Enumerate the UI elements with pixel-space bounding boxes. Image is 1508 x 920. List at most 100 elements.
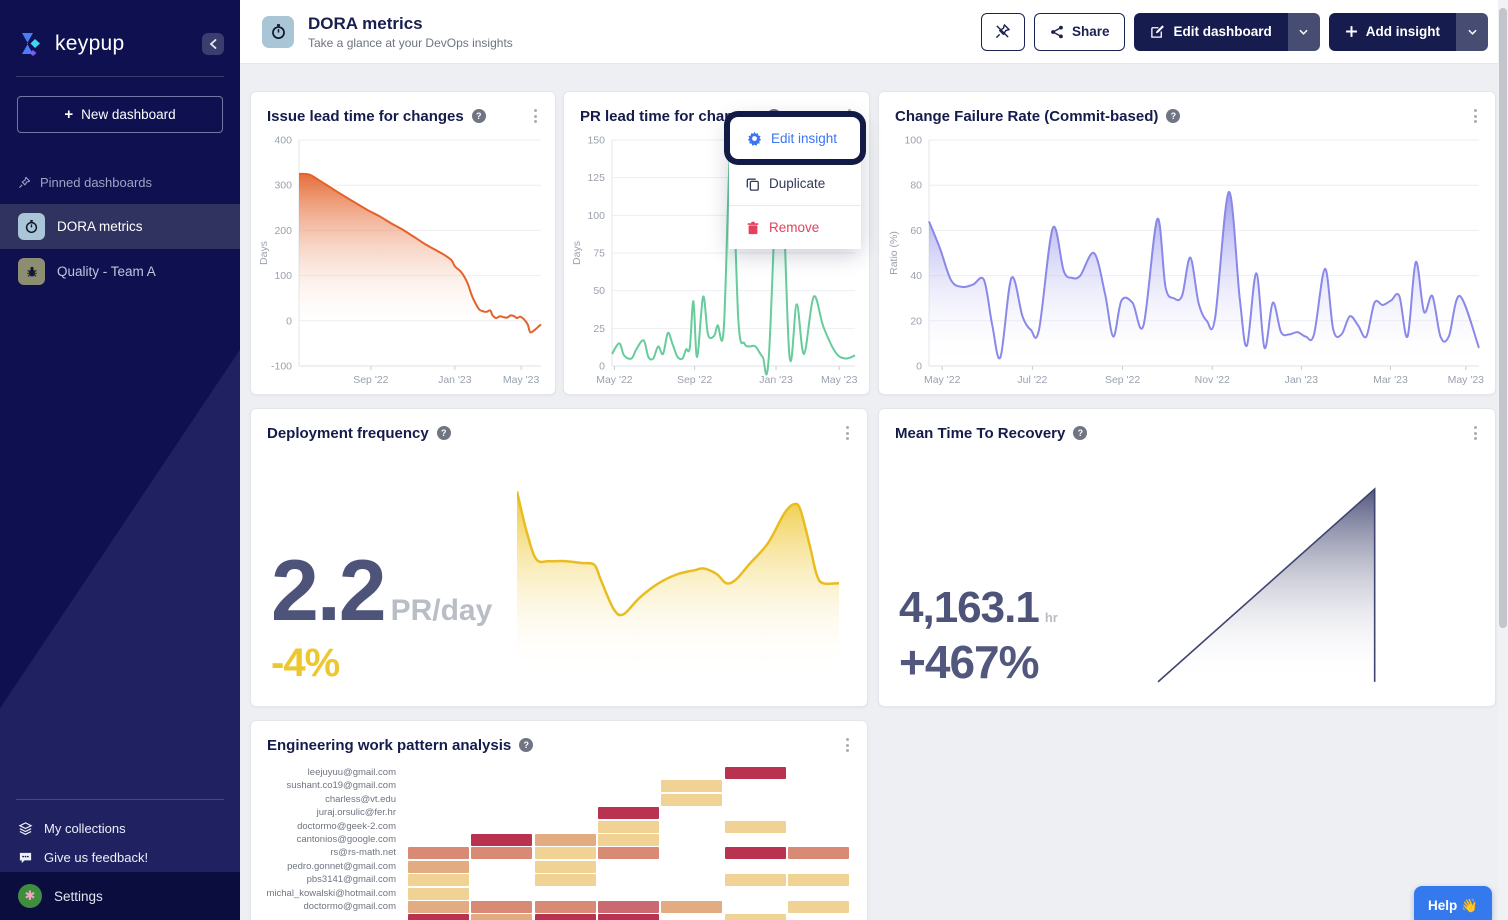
heatmap-row-label: leejuyuu@gmail.com	[307, 767, 396, 778]
heatmap-cell[interactable]	[408, 860, 469, 873]
heatmap-cell[interactable]	[534, 914, 596, 920]
help-icon[interactable]: ?	[1166, 109, 1181, 123]
heatmap-cell[interactable]	[597, 914, 659, 920]
heatmap-cell[interactable]	[534, 834, 596, 846]
menu-divider	[729, 161, 861, 162]
sidebar-item-my-collections[interactable]: My collections	[0, 814, 240, 843]
heatmap-cell[interactable]	[597, 820, 659, 833]
heatmap-cell[interactable]	[787, 874, 849, 887]
sidebar-item-quality-team-a[interactable]: Quality - Team A	[0, 249, 240, 294]
help-icon[interactable]: ?	[436, 426, 451, 440]
x-axis-tick-label: Sep '22	[353, 374, 388, 386]
pin-icon	[18, 176, 31, 189]
card-work-pattern: Engineering work pattern analysis ? leej…	[250, 720, 868, 920]
unpin-dashboard-button[interactable]	[980, 12, 1025, 51]
card-title: PR lead time for changes	[580, 107, 760, 125]
heatmap-cell[interactable]	[597, 901, 659, 913]
card-menu-kebab-icon[interactable]	[1468, 105, 1483, 127]
x-axis-tick-label: May '23	[1448, 374, 1485, 386]
sidebar: keypup + New dashboard Pinned dashboards…	[0, 0, 240, 920]
main-area: DORA metrics Take a glance at your DevOp…	[240, 0, 1508, 920]
heatmap-cell[interactable]	[724, 767, 786, 779]
heatmap-cell[interactable]	[408, 914, 469, 920]
scrollbar-thumb[interactable]	[1499, 8, 1507, 628]
y-axis-tick-label: 75	[593, 248, 605, 260]
page-scrollbar[interactable]	[1498, 0, 1508, 920]
heatmap-cell[interactable]	[724, 874, 786, 887]
kpi-value: 2.2	[271, 543, 387, 639]
sidebar-item-dora-metrics[interactable]: DORA metrics	[0, 204, 240, 249]
keypup-logo[interactable]: keypup	[18, 30, 125, 58]
card-change-failure-rate: Change Failure Rate (Commit-based) ? 100…	[878, 91, 1496, 395]
menu-item-remove[interactable]: Remove	[729, 206, 861, 249]
heatmap-cell[interactable]	[471, 847, 533, 860]
sidebar-settings[interactable]: ✱ Settings	[0, 872, 240, 920]
heatmap-row-label: pedro.gonnet@gmail.com	[287, 860, 396, 872]
heatmap-cell[interactable]	[534, 860, 596, 873]
heatmap-cell[interactable]	[661, 780, 723, 793]
y-axis-tick-label: 150	[587, 135, 605, 147]
heatmap-cell[interactable]	[471, 834, 533, 846]
share-button[interactable]: Share	[1033, 12, 1126, 51]
heatmap-cell[interactable]	[534, 901, 596, 913]
y-axis-tick-label: 60	[910, 225, 922, 237]
heatmap-cell[interactable]	[661, 901, 723, 913]
heatmap-cell[interactable]	[408, 887, 469, 900]
trash-icon	[746, 221, 760, 235]
new-dashboard-button[interactable]: + New dashboard	[17, 96, 223, 133]
heatmap-cell[interactable]	[471, 901, 533, 913]
pinned-dashboards-section-label: Pinned dashboards	[18, 175, 240, 190]
chat-icon	[18, 850, 33, 865]
help-button[interactable]: Help 👋	[1414, 886, 1492, 920]
add-insight-menu-caret[interactable]	[1456, 12, 1488, 51]
card-menu-kebab-icon[interactable]	[1468, 422, 1483, 444]
heatmap-cell[interactable]	[534, 874, 596, 887]
card-menu-kebab-icon[interactable]	[840, 422, 855, 444]
chevron-down-icon	[1467, 29, 1477, 35]
heatmap-row-label: pbs3141@gmail.com	[306, 874, 396, 886]
kpi-unit: PR/day	[390, 594, 493, 627]
heatmap-cell[interactable]	[724, 820, 786, 833]
help-icon[interactable]: ?	[471, 109, 486, 123]
add-insight-split-button: Add insight	[1328, 12, 1488, 51]
card-menu-kebab-icon[interactable]	[840, 734, 855, 756]
card-menu-kebab-icon[interactable]	[528, 105, 543, 127]
heatmap-cell[interactable]	[661, 793, 723, 806]
heatmap-cell[interactable]	[724, 914, 786, 920]
heatmap-cell[interactable]	[787, 847, 849, 860]
x-axis-tick-label: May '22	[596, 374, 633, 386]
heatmap-cell[interactable]	[471, 914, 533, 920]
heatmap-cell[interactable]	[597, 807, 659, 820]
heatmap-cell[interactable]	[724, 847, 786, 860]
stopwatch-icon	[18, 213, 45, 240]
heatmap-cell[interactable]	[408, 847, 469, 860]
heatmap-row-label: cantonios@google.com	[296, 834, 396, 845]
heatmap-cell[interactable]	[787, 901, 849, 913]
heatmap-cell[interactable]	[408, 874, 469, 887]
heatmap-cell[interactable]	[597, 847, 659, 860]
edit-dashboard-split-button: Edit dashboard	[1134, 12, 1320, 51]
y-axis-tick-label: 0	[916, 361, 922, 373]
x-axis-tick-label: Nov '22	[1195, 374, 1230, 386]
help-icon[interactable]: ?	[1073, 426, 1088, 440]
sidebar-item-give-feedback[interactable]: Give us feedback!	[0, 843, 240, 872]
heatmap-row-label: doctormo@gmail.com	[303, 901, 396, 912]
card-title: Deployment frequency	[267, 424, 429, 442]
sidebar-item-label: DORA metrics	[57, 219, 143, 234]
heatmap-cell[interactable]	[534, 847, 596, 860]
add-insight-button[interactable]: Add insight	[1328, 12, 1456, 51]
edit-dashboard-menu-caret[interactable]	[1287, 12, 1320, 51]
y-axis-tick-label: 0	[286, 315, 292, 327]
heatmap-cell[interactable]	[597, 834, 659, 846]
plus-icon: +	[64, 106, 74, 123]
sidebar-collapse-button[interactable]	[202, 33, 224, 55]
menu-item-duplicate[interactable]: Duplicate	[729, 162, 861, 205]
y-axis-tick-label: 200	[274, 225, 292, 237]
help-icon[interactable]: ?	[519, 738, 534, 752]
edit-dashboard-button[interactable]: Edit dashboard	[1134, 12, 1288, 51]
y-axis-tick-label: 400	[274, 135, 292, 147]
heatmap-cell[interactable]	[408, 901, 469, 913]
chevron-down-icon	[1299, 29, 1308, 35]
menu-item-edit-insight[interactable]: Edit insight	[730, 117, 860, 159]
